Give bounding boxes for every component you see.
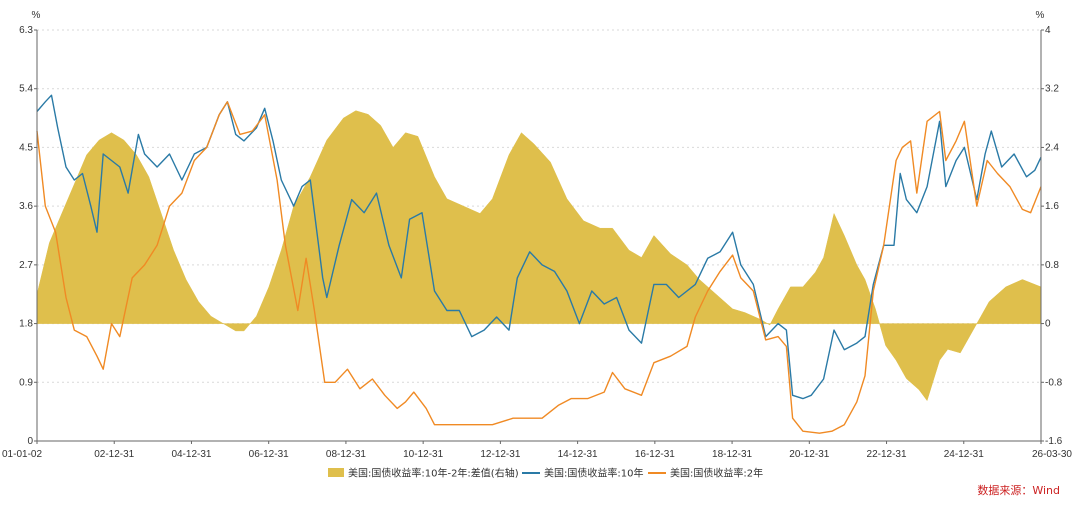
left-tick-label: 1.8 [19, 319, 33, 330]
right-tick-label: 2.4 [1045, 142, 1059, 153]
left-axis-ticks: 0 0.9 1.8 2.7 3.6 4.5 5.4 6.3 [19, 25, 37, 447]
yield-2y-line [36, 101, 1042, 434]
x-tick-label: 24-12-31 [944, 449, 984, 460]
legend-label: 美国:国债收益率:10年-2年:差值(右轴) [348, 467, 519, 480]
right-tick-label: 1.6 [1045, 201, 1059, 212]
x-tick-label: 20-12-31 [789, 449, 829, 460]
x-axis-ticks: 01-01-02 02-12-31 04-12-31 06-12-31 08-12-31… [2, 441, 1072, 460]
x-tick-label: 16-12-31 [635, 449, 675, 460]
right-tick-label: 0 [1045, 319, 1051, 330]
left-tick-label: 2.7 [19, 260, 33, 271]
left-tick-label: 0 [27, 436, 33, 447]
x-tick-label: 18-12-31 [712, 449, 752, 460]
left-tick-label: 0.9 [19, 377, 33, 388]
legend: 美国:国债收益率:10年-2年:差值(右轴) 美国:国债收益率:10年 美国:国债收… [328, 467, 763, 480]
x-tick-label: 14-12-31 [558, 449, 598, 460]
yield-10y-line [36, 94, 1042, 400]
legend-swatch-spread [328, 468, 344, 477]
right-tick-label: 4 [1045, 25, 1051, 36]
x-tick-label: 08-12-31 [326, 449, 366, 460]
left-tick-label: 6.3 [19, 25, 33, 36]
x-tick-label: 12-12-31 [480, 449, 520, 460]
right-axis-unit: % [1036, 10, 1045, 21]
x-tick-label: 26-03-30 [1032, 449, 1072, 460]
spread-area-path [36, 110, 1042, 402]
legend-label: 美国:国债收益率:2年 [670, 467, 763, 480]
x-tick-label: 06-12-31 [249, 449, 289, 460]
x-tick-label: 10-12-31 [403, 449, 443, 460]
right-tick-label: 3.2 [1045, 84, 1059, 95]
x-tick-label: 04-12-31 [171, 449, 211, 460]
left-tick-label: 5.4 [19, 84, 33, 95]
legend-label: 美国:国债收益率:10年 [544, 467, 643, 480]
right-tick-label: -0.8 [1045, 377, 1063, 388]
right-tick-label: 0.8 [1045, 260, 1059, 271]
left-axis-unit: % [32, 10, 41, 21]
axes [36, 30, 1042, 442]
yield-lines [36, 94, 1042, 434]
right-axis-ticks: -1.6 -0.8 0 0.8 1.6 2.4 3.2 4 [1041, 25, 1063, 447]
spread-area [36, 110, 1042, 402]
x-tick-label: 22-12-31 [867, 449, 907, 460]
x-tick-label: 02-12-31 [94, 449, 134, 460]
source-note: 数据来源：Wind [977, 483, 1060, 497]
x-tick-label: 01-01-02 [2, 449, 42, 460]
left-tick-label: 4.5 [19, 142, 33, 153]
left-tick-label: 3.6 [19, 201, 33, 212]
right-tick-label: -1.6 [1045, 436, 1063, 447]
